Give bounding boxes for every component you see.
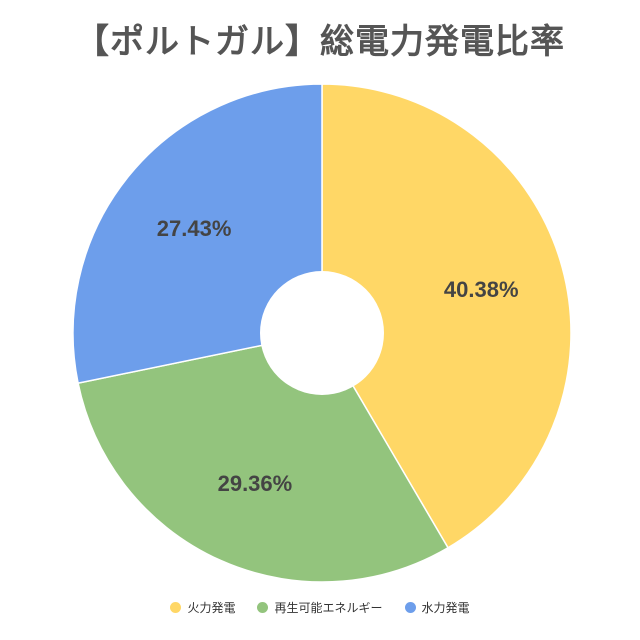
slice-label-thermal: 40.38% bbox=[444, 277, 519, 302]
slices-layer bbox=[72, 83, 572, 583]
legend-label: 水力発電 bbox=[421, 601, 470, 615]
legend-item-hydro: 水力発電 bbox=[404, 599, 470, 616]
slice-label-hydro: 27.43% bbox=[157, 216, 232, 241]
pie-slice-thermal bbox=[321, 83, 572, 549]
chart-title: 【ポルトガル】総電力発電比率 bbox=[75, 22, 565, 62]
slice-label-renewable: 29.36% bbox=[218, 471, 293, 496]
legend-swatch bbox=[257, 602, 269, 613]
legend-swatch bbox=[404, 602, 416, 613]
legend: 火力発電 再生可能エネルギー 水力発電 bbox=[0, 599, 640, 616]
legend-item-thermal: 火力発電 bbox=[170, 599, 235, 616]
legend-swatch bbox=[170, 602, 182, 613]
pie-slice-renewable bbox=[77, 332, 450, 583]
pie-slice-hydro bbox=[72, 83, 323, 385]
legend-label: 再生可能エネルギー bbox=[274, 601, 383, 615]
labels-layer: 40.38% 29.36% 27.43% bbox=[157, 216, 519, 496]
donut-hole bbox=[260, 271, 384, 395]
legend-label: 火力発電 bbox=[187, 601, 236, 615]
legend-item-renewable: 再生可能エネルギー bbox=[257, 599, 383, 616]
